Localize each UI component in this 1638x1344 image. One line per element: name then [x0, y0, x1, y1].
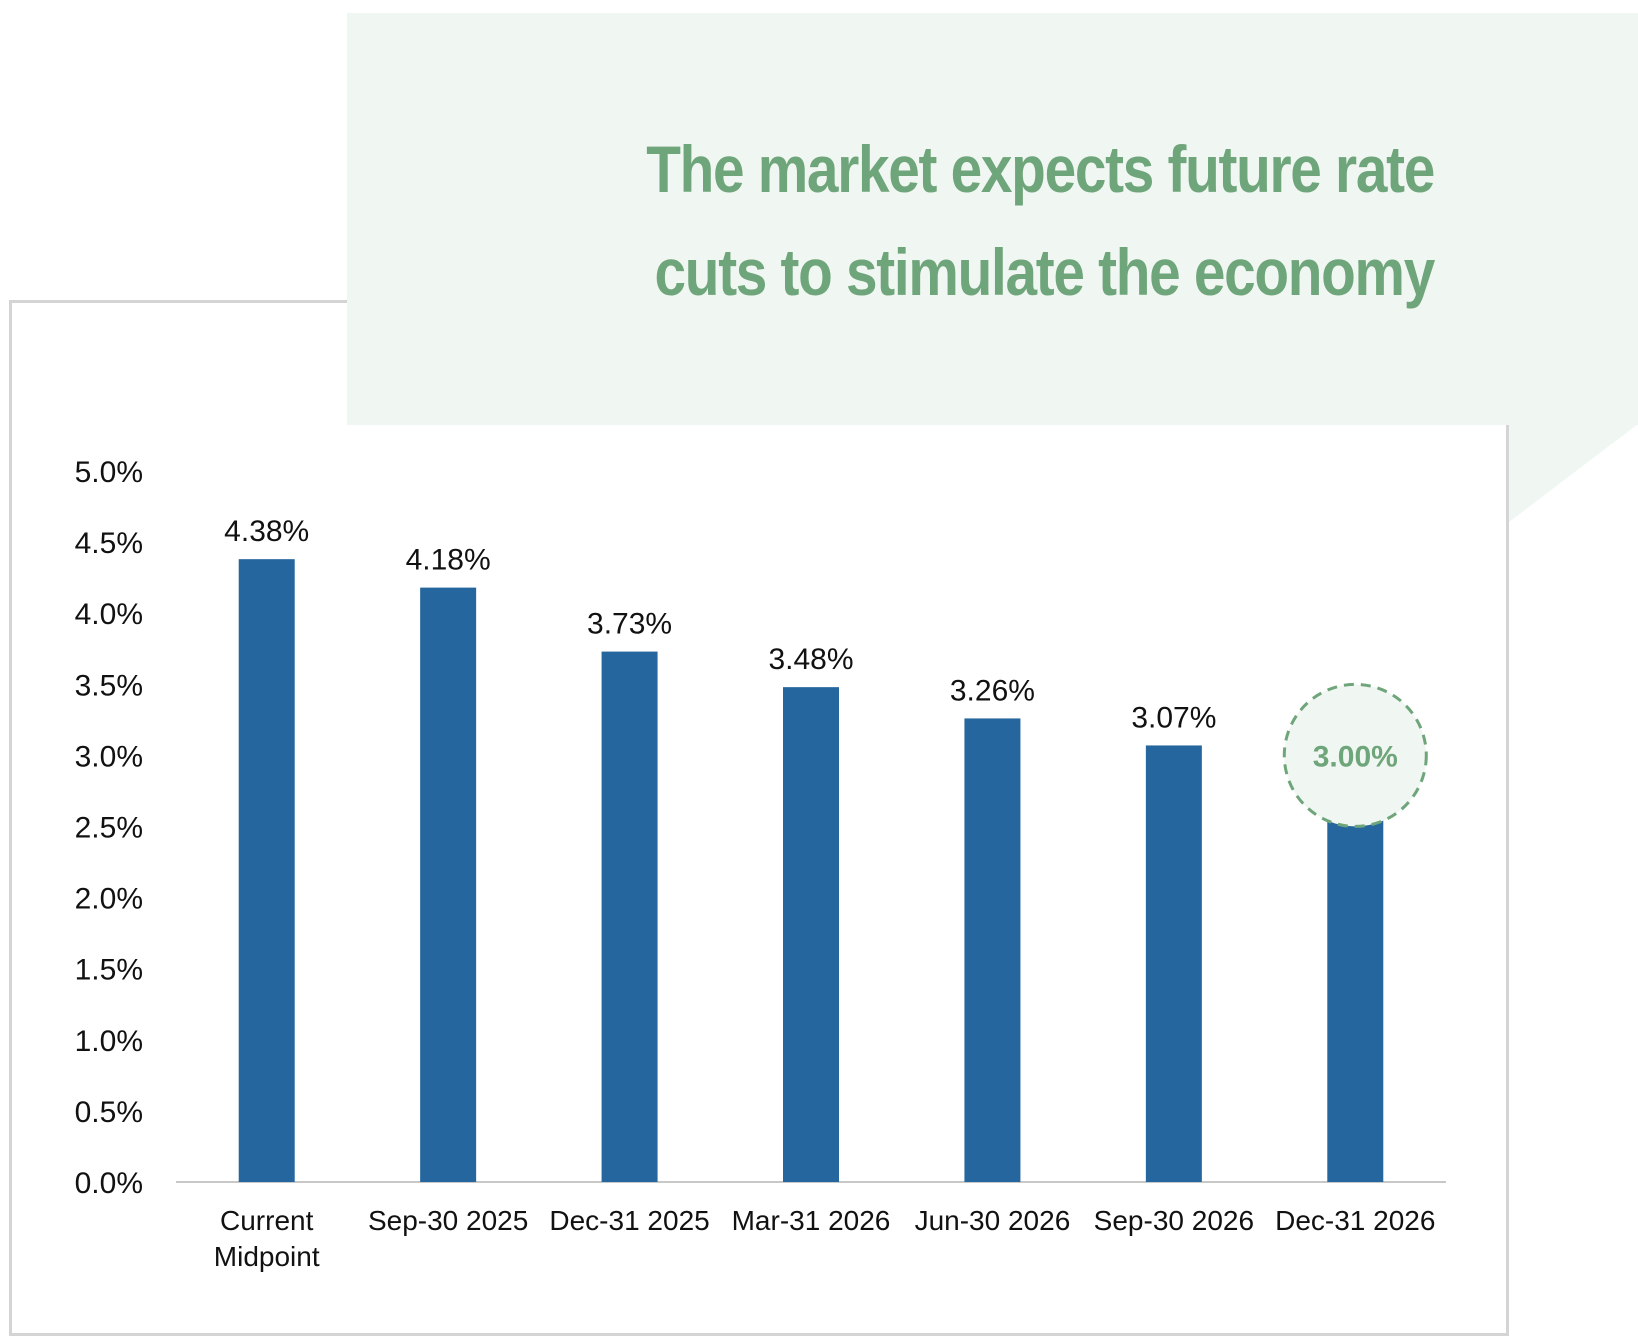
data-label: 3.26%: [950, 674, 1035, 707]
callout-title-line-2: cuts to stimulate the economy: [654, 235, 1436, 309]
y-tick-label: 4.5%: [75, 527, 143, 560]
data-label: 3.48%: [768, 643, 853, 676]
bar: [783, 687, 839, 1182]
y-tick-label: 0.0%: [75, 1167, 143, 1200]
y-tick-label: 2.0%: [75, 883, 143, 916]
x-tick-label-line: Dec-31 2025: [549, 1205, 709, 1236]
callout-box: [347, 13, 1638, 425]
data-label: 4.38%: [224, 515, 309, 548]
y-tick-label: 2.5%: [75, 812, 143, 845]
bar: [238, 559, 295, 1182]
x-tick-label-line: Midpoint: [214, 1241, 320, 1272]
data-label: 3.07%: [1131, 701, 1216, 734]
x-tick-label: Current Midpoint: [214, 1205, 320, 1272]
x-tick-label-line: Sep-30 2026: [1094, 1205, 1254, 1236]
callout-title-line-1: The market expects future rate: [646, 132, 1435, 206]
y-tick-label: 1.5%: [75, 954, 143, 987]
x-tick-label-line: Dec-31 2026: [1275, 1205, 1435, 1236]
bar: [1145, 745, 1202, 1182]
x-tick-label: Dec-31 2025: [549, 1205, 709, 1236]
y-tick-label: 3.5%: [75, 669, 143, 702]
x-tick-label-line: Sep-30 2025: [368, 1205, 528, 1236]
bar: [420, 587, 477, 1182]
x-tick-label: Sep-30 2025: [368, 1205, 528, 1236]
x-tick-label-line: Mar-31 2026: [732, 1205, 891, 1236]
data-label: 3.73%: [587, 608, 672, 641]
bar: [601, 651, 658, 1182]
bar: [964, 718, 1021, 1182]
data-label: 4.18%: [406, 544, 491, 577]
y-tick-label: 0.5%: [75, 1096, 143, 1129]
highlight-circle: [1282, 682, 1428, 828]
x-tick-label: Sep-30 2026: [1094, 1205, 1254, 1236]
y-tick-label: 3.0%: [75, 740, 143, 773]
callout-title: The market expects future rate cuts to s…: [574, 118, 1436, 324]
x-tick-label: Dec-31 2026: [1275, 1205, 1435, 1236]
x-tick-label: Mar-31 2026: [732, 1205, 891, 1236]
y-tick-label: 4.0%: [75, 598, 143, 631]
x-tick-label: Jun-30 2026: [915, 1205, 1071, 1236]
x-tick-label-line: Jun-30 2026: [915, 1205, 1071, 1236]
y-tick-label: 5.0%: [75, 456, 143, 489]
x-tick-label-line: Current: [220, 1205, 314, 1236]
y-tick-label: 1.0%: [75, 1025, 143, 1058]
data-label: 3.00%: [1313, 740, 1398, 773]
